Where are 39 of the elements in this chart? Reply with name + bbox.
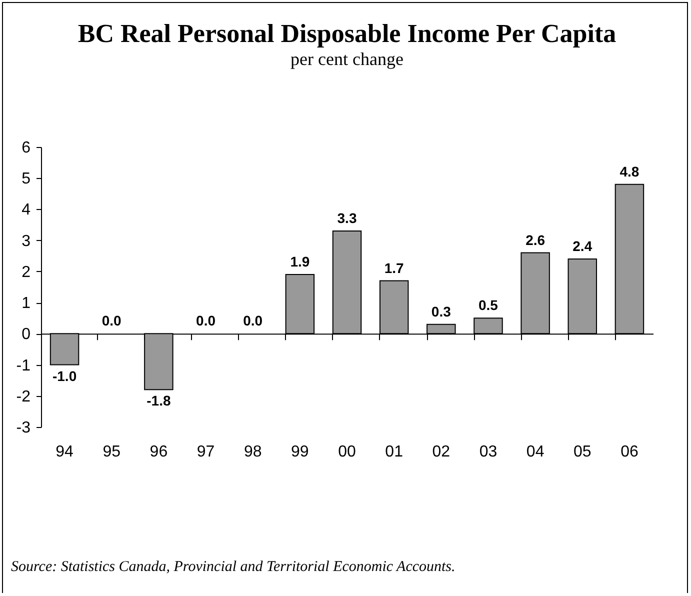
data-label: 1.9: [290, 254, 310, 270]
x-tick-label: 03: [479, 444, 498, 460]
x-tick-label: 99: [291, 444, 309, 460]
y-tick-label: 1: [22, 295, 31, 312]
x-tick-label: 00: [338, 444, 356, 460]
x-tick-label: 97: [196, 444, 215, 460]
y-tick-label: 0: [22, 326, 31, 344]
y-tick-label: 3: [22, 232, 31, 250]
y-tick-label: 5: [22, 170, 31, 188]
data-label: 2.6: [526, 232, 546, 248]
y-tick-label: 4: [22, 202, 31, 219]
x-tick-label: 01: [385, 444, 404, 460]
data-label: -1.8: [146, 392, 171, 409]
data-label: 0.0: [102, 312, 122, 329]
x-tick-label: 94: [56, 444, 74, 460]
x-tick-label: 95: [102, 444, 121, 460]
x-tick-label: 06: [620, 444, 638, 460]
y-tick-label: 2: [22, 264, 31, 281]
chart-subtitle: per cent change: [290, 49, 404, 69]
y-tick-label: -3: [16, 420, 31, 436]
data-label: 0.3: [431, 303, 452, 320]
y-tick-label: -2: [16, 388, 31, 406]
x-tick-label: 96: [150, 444, 168, 460]
x-tick-label: 04: [526, 444, 544, 460]
data-label: 0.0: [196, 312, 216, 329]
data-label: 1.7: [384, 260, 404, 276]
x-tick-label: 02: [432, 444, 450, 460]
y-tick-label: 6: [22, 140, 31, 156]
data-label: 2.4: [572, 238, 592, 254]
data-label: 4.8: [620, 163, 640, 180]
data-label: 0.5: [478, 297, 498, 314]
data-label: 0.0: [243, 312, 263, 329]
y-tick-label: -1: [16, 357, 31, 374]
chart-title: BC Real Personal Disposable Income Per Capita: [78, 19, 616, 48]
data-label: -1.0: [52, 368, 77, 384]
x-tick-label: 05: [573, 444, 592, 460]
x-tick-label: 98: [244, 444, 262, 460]
data-label: 3.3: [337, 210, 357, 226]
source-note: Source: Statistics Canada, Provincial and Territorial Economic Accounts.: [11, 559, 456, 576]
